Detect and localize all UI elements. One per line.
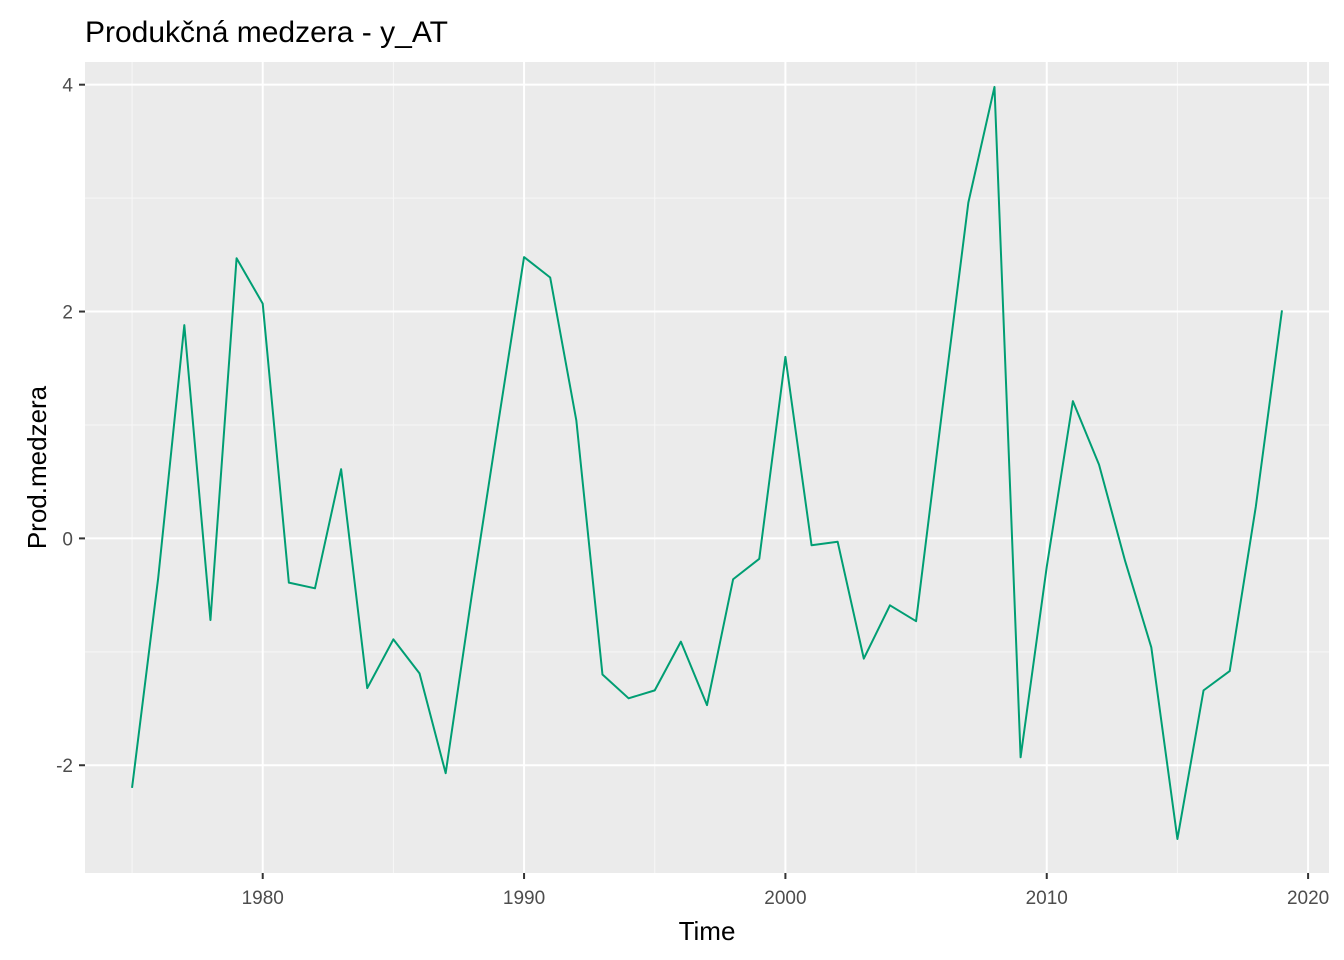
x-tick-label: 1990	[503, 888, 545, 909]
y-tick-label: 4	[62, 76, 73, 97]
x-axis-ticks: 1980 1990 2000 2010 2020	[242, 873, 1329, 909]
y-tick-label: -2	[56, 756, 73, 777]
data-series-line	[131, 85, 1283, 840]
major-gridlines-x	[261, 62, 1310, 873]
minor-gridlines-y	[85, 197, 1329, 653]
plot-panel	[85, 62, 1329, 873]
x-axis-title: Time	[679, 916, 736, 946]
x-tick-label: 1980	[242, 888, 284, 909]
x-tick-label: 2020	[1287, 888, 1329, 909]
x-tick-label: 2010	[1026, 888, 1068, 909]
y-tick-label: 2	[62, 303, 73, 324]
major-gridlines-y	[85, 83, 1329, 767]
y-axis-ticks: -2 0 2 4	[56, 76, 85, 777]
x-tick-label: 2000	[764, 888, 806, 909]
minor-gridlines-x	[131, 62, 1178, 873]
chart-title: Produkčná medzera - y_AT	[85, 16, 448, 49]
y-tick-label: 0	[62, 529, 73, 550]
y-axis-title: Prod.medzera	[22, 385, 52, 549]
